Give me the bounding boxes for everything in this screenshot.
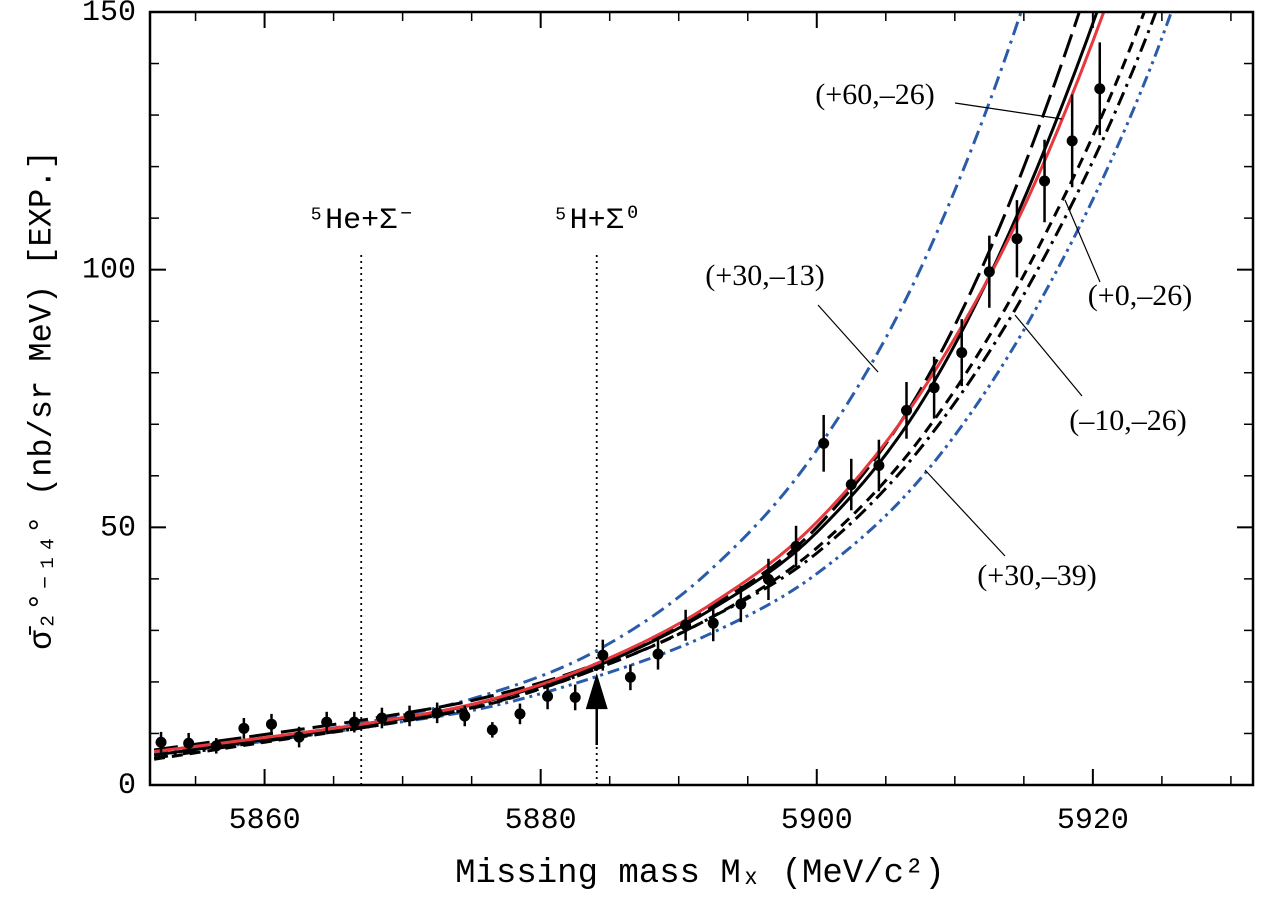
data-point (542, 690, 554, 702)
data-point (404, 710, 416, 722)
y-tick-label: 0 (118, 769, 136, 803)
data-point (431, 707, 443, 719)
data-point (348, 716, 360, 728)
plot-frame (148, 10, 1255, 787)
curve-label: (+30,–13) (705, 259, 824, 292)
data-point (845, 479, 857, 491)
data-point (569, 691, 581, 703)
data-point (790, 540, 802, 552)
x-tick-label: 5880 (505, 804, 577, 838)
y-tick-label: 100 (82, 254, 136, 288)
leader-line (817, 304, 879, 373)
curve-label: (–10,–26) (1069, 404, 1186, 437)
data-point (707, 617, 719, 629)
data-point (901, 404, 913, 416)
x-axis-label: Missing mass Mₓ (MeV/c²) (455, 855, 945, 893)
data-point (321, 716, 333, 728)
leader-line (924, 469, 1006, 557)
y-tick-label: 50 (100, 511, 136, 545)
data-point (210, 740, 222, 752)
data-point (873, 459, 885, 471)
curve (153, 12, 1081, 752)
data-point (1094, 83, 1106, 95)
data-point (183, 737, 195, 749)
data-point (459, 710, 471, 722)
threshold-label: ⁵He+Σ⁻ (307, 204, 415, 238)
curve-label: (+30,–39) (977, 559, 1096, 592)
curve (153, 12, 1146, 761)
y-axis-label: σ̄₂°₋₁₄° (nb/sr MeV) [EXP.] (23, 150, 60, 649)
threshold-label: ⁵H+Σ⁰ (552, 204, 642, 238)
data-point (1066, 135, 1078, 147)
y-tick-label: 150 (82, 0, 136, 30)
leader-line (954, 102, 1063, 120)
curve (153, 12, 1106, 753)
data-point (762, 573, 774, 585)
data-point (1011, 233, 1023, 245)
data-point (624, 671, 636, 683)
curve-label: (+60,–26) (815, 78, 934, 111)
data-point (680, 619, 692, 631)
data-point (155, 736, 167, 748)
x-tick-label: 5900 (781, 804, 853, 838)
x-tick-label: 5860 (229, 804, 301, 838)
data-point (514, 708, 526, 720)
data-point (735, 598, 747, 610)
data-point (265, 718, 277, 730)
curve (153, 12, 1173, 757)
data-point (818, 437, 830, 449)
leader-line (1014, 314, 1083, 397)
data-point (652, 648, 664, 660)
x-tick-label: 5920 (1057, 804, 1129, 838)
data-point (956, 347, 968, 359)
data-point (486, 724, 498, 736)
leader-line (1064, 199, 1101, 283)
data-point (928, 382, 940, 394)
data-point (238, 722, 250, 734)
data-point (597, 649, 609, 661)
data-point (1039, 175, 1051, 187)
data-point (293, 731, 305, 743)
data-point (983, 266, 995, 278)
curve-label: (+0,–26) (1088, 279, 1192, 312)
arrow-head (585, 673, 608, 710)
data-point (376, 712, 388, 724)
